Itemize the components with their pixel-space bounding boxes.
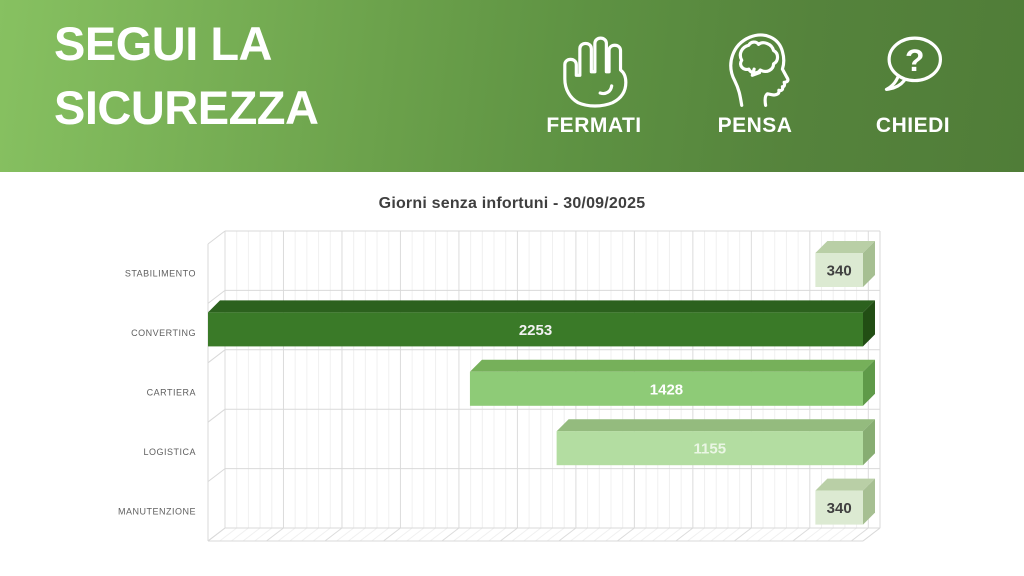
bar-cartiera: 1428 CARTIERA (147, 359, 875, 406)
category-label: CONVERTING (131, 328, 196, 338)
bar-value-label: 1428 (650, 381, 683, 398)
header-banner: SEGUI LA SICUREZZA FERMATI PENSA ? CHIED… (0, 0, 1024, 172)
ask-bubble-icon: ? (884, 36, 943, 92)
page-title-line2: SICUREZZA (54, 81, 319, 134)
action-fermati: FERMATI (529, 24, 659, 154)
category-label: LOGISTICA (143, 447, 196, 457)
bar-logistica: 1155 LOGISTICA (143, 419, 875, 466)
category-label: MANUTENZIONE (118, 506, 196, 516)
category-label: CARTIERA (147, 388, 196, 398)
think-head-icon (729, 33, 790, 107)
bar-value-label: 2253 (519, 322, 552, 339)
page-title: SEGUI LA SICUREZZA (54, 12, 319, 140)
stop-hand-icon (563, 36, 628, 108)
bar-value-label: 340 (827, 263, 852, 280)
bar-converting: 2253 CONVERTING (131, 300, 875, 347)
bar-value-label: 1155 (694, 441, 727, 458)
bar-stabilimento: 340 STABILIMENTO (125, 241, 875, 287)
action-chiedi-label: CHIEDI (875, 114, 951, 137)
bar-value-label: 340 (827, 500, 852, 517)
action-pensa: PENSA (690, 24, 820, 154)
bar-manutenzione: 340 MANUTENZIONE (118, 478, 875, 525)
chart-title: Giorni senza infortuni - 30/09/2025 (378, 195, 646, 212)
category-label: STABILIMENTO (125, 269, 196, 279)
question-mark-glyph: ? (905, 42, 924, 78)
page-title-line1: SEGUI LA (54, 17, 272, 70)
action-fermati-label: FERMATI (546, 114, 642, 137)
action-pensa-label: PENSA (717, 114, 793, 137)
action-chiedi: ? CHIEDI (848, 24, 978, 154)
